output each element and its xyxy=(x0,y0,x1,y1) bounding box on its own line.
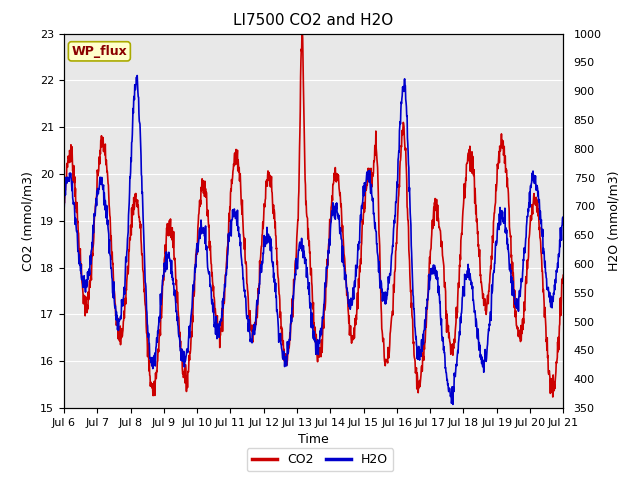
Y-axis label: H2O (mmol/m3): H2O (mmol/m3) xyxy=(607,170,620,271)
Legend: CO2, H2O: CO2, H2O xyxy=(247,448,393,471)
X-axis label: Time: Time xyxy=(298,433,329,446)
Text: WP_flux: WP_flux xyxy=(72,45,127,58)
Title: LI7500 CO2 and H2O: LI7500 CO2 and H2O xyxy=(234,13,394,28)
Y-axis label: CO2 (mmol/m3): CO2 (mmol/m3) xyxy=(22,171,35,271)
